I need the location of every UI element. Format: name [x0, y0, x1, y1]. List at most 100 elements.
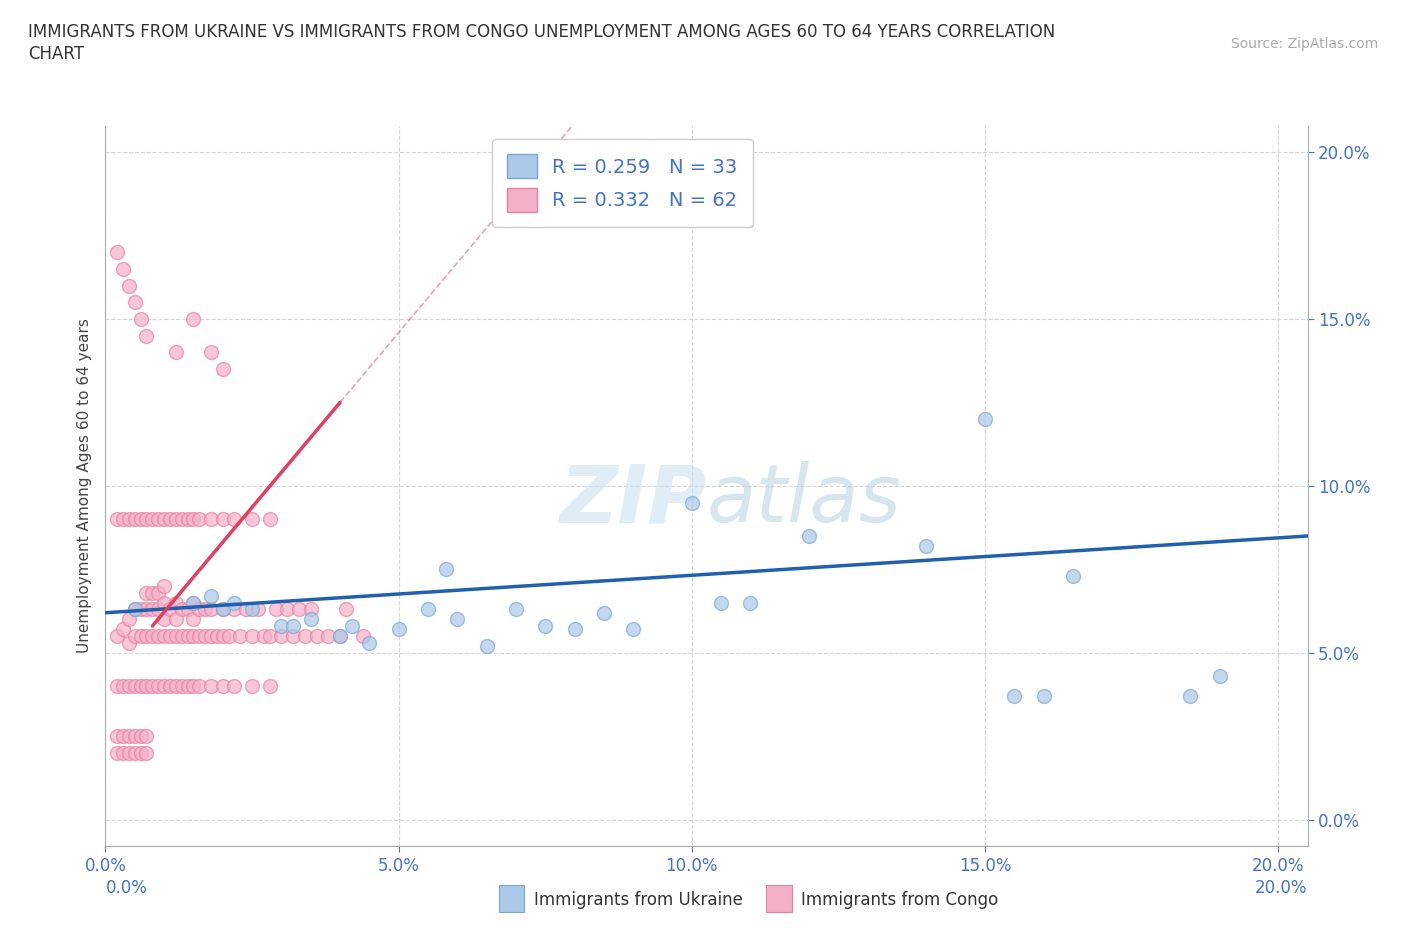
Text: Immigrants from Ukraine: Immigrants from Ukraine	[534, 891, 744, 910]
Point	[124, 602, 146, 617]
Point	[564, 622, 586, 637]
Point	[246, 602, 269, 617]
Point	[124, 679, 146, 694]
Point	[165, 679, 187, 694]
Point	[235, 602, 257, 617]
Point	[135, 328, 157, 343]
Point	[124, 512, 146, 526]
Point	[259, 629, 281, 644]
Y-axis label: Unemployment Among Ages 60 to 64 years: Unemployment Among Ages 60 to 64 years	[76, 318, 91, 654]
Point	[112, 729, 135, 744]
Text: atlas: atlas	[707, 461, 901, 539]
Point	[112, 679, 135, 694]
Point	[176, 602, 198, 617]
Point	[176, 679, 198, 694]
Point	[183, 595, 205, 610]
Text: IMMIGRANTS FROM UKRAINE VS IMMIGRANTS FROM CONGO UNEMPLOYMENT AMONG AGES 60 TO 6: IMMIGRANTS FROM UKRAINE VS IMMIGRANTS FR…	[28, 23, 1056, 41]
Point	[593, 605, 616, 620]
Point	[475, 639, 498, 654]
Point	[135, 629, 157, 644]
Point	[388, 622, 411, 637]
Point	[505, 602, 527, 617]
Point	[915, 538, 938, 553]
Point	[165, 595, 187, 610]
Point	[224, 512, 246, 526]
Point	[165, 612, 187, 627]
Point	[974, 412, 997, 427]
Point	[135, 585, 157, 600]
Point	[141, 512, 163, 526]
Point	[264, 602, 287, 617]
Point	[218, 629, 240, 644]
Point	[135, 512, 157, 526]
Point	[135, 729, 157, 744]
Point	[211, 362, 233, 377]
Point	[200, 345, 222, 360]
Point	[194, 602, 217, 617]
Point	[710, 595, 733, 610]
Point	[148, 585, 170, 600]
Point	[797, 528, 820, 543]
Point	[270, 618, 292, 633]
Point	[259, 512, 281, 526]
Point	[165, 629, 187, 644]
Point	[105, 629, 128, 644]
Point	[118, 679, 141, 694]
Point	[183, 312, 205, 326]
Point	[534, 618, 557, 633]
Point	[329, 629, 352, 644]
Point	[105, 746, 128, 761]
Point	[135, 679, 157, 694]
Point	[1032, 689, 1054, 704]
Point	[281, 618, 304, 633]
Point	[211, 602, 233, 617]
Text: ZIP: ZIP	[560, 461, 707, 539]
Point	[129, 729, 152, 744]
Legend: R = 0.259   N = 33, R = 0.332   N = 62: R = 0.259 N = 33, R = 0.332 N = 62	[492, 139, 752, 227]
Point	[129, 312, 152, 326]
Point	[153, 578, 176, 593]
Point	[194, 629, 217, 644]
Point	[305, 629, 328, 644]
Point	[229, 629, 252, 644]
Point	[188, 629, 211, 644]
Point	[105, 245, 128, 259]
Point	[434, 562, 457, 577]
Text: 20.0%: 20.0%	[1256, 879, 1308, 897]
Point	[112, 261, 135, 276]
Point	[124, 629, 146, 644]
Point	[112, 622, 135, 637]
Point	[270, 629, 292, 644]
Point	[200, 679, 222, 694]
Point	[299, 612, 322, 627]
Point	[253, 629, 276, 644]
Point	[288, 602, 311, 617]
FancyBboxPatch shape	[766, 884, 792, 911]
Point	[681, 495, 703, 510]
Point	[135, 746, 157, 761]
Point	[211, 512, 233, 526]
Point	[153, 512, 176, 526]
Point	[211, 679, 233, 694]
Point	[224, 679, 246, 694]
Point	[188, 512, 211, 526]
Point	[211, 629, 233, 644]
Point	[183, 512, 205, 526]
Point	[148, 602, 170, 617]
Point	[129, 679, 152, 694]
Point	[224, 602, 246, 617]
FancyBboxPatch shape	[499, 884, 524, 911]
Point	[176, 629, 198, 644]
Point	[316, 629, 339, 644]
Text: Source: ZipAtlas.com: Source: ZipAtlas.com	[1230, 37, 1378, 51]
Point	[153, 629, 176, 644]
Point	[112, 746, 135, 761]
Point	[183, 629, 205, 644]
Point	[446, 612, 468, 627]
Point	[205, 629, 228, 644]
Point	[148, 679, 170, 694]
Point	[170, 629, 193, 644]
Point	[200, 629, 222, 644]
Point	[335, 602, 357, 617]
Point	[141, 602, 163, 617]
